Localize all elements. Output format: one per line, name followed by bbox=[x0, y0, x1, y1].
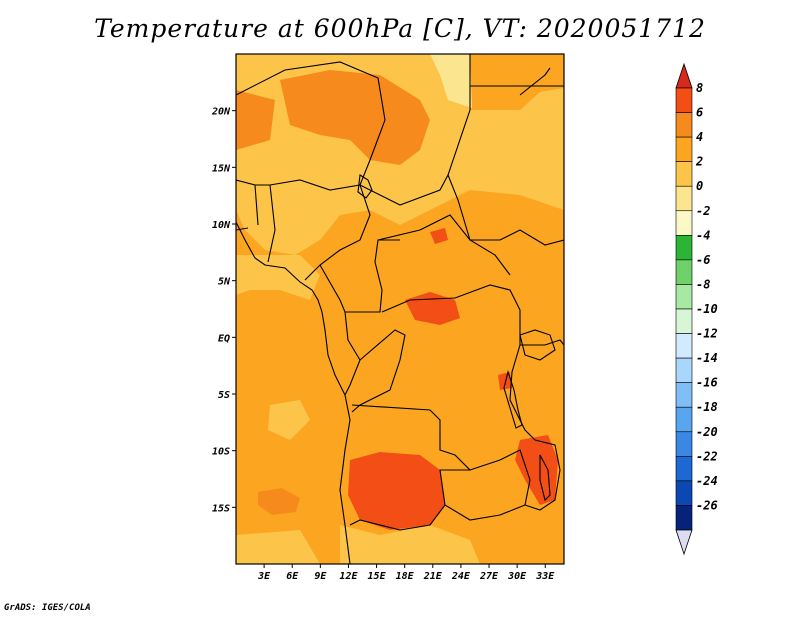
border-mozambique bbox=[524, 439, 561, 511]
map-frame bbox=[235, 53, 565, 565]
colorbar-level-label: -6 bbox=[696, 253, 710, 267]
field-cool-gulf bbox=[236, 255, 320, 300]
field-cool-southwest bbox=[236, 530, 320, 564]
lon-tick-label: 6E bbox=[286, 571, 299, 582]
longitude-axis: 3E 6E 9E 12E 15E 18E 21E 24E 27E 30E 33E bbox=[257, 564, 555, 582]
field-warm-sahara bbox=[280, 70, 430, 165]
colorbar-level-label: -22 bbox=[696, 449, 718, 463]
colorbar-swatch bbox=[675, 185, 693, 212]
lat-tick-label: EQ bbox=[218, 333, 230, 344]
field-cool-northwest bbox=[236, 90, 275, 150]
lat-tick-label: 15S bbox=[212, 503, 230, 514]
colorbar-swatch bbox=[675, 382, 693, 408]
border-nigeria bbox=[269, 179, 371, 281]
lat-tick-label: 5S bbox=[218, 390, 230, 401]
border-lake-malawi bbox=[539, 454, 551, 502]
field-warm-spot-2 bbox=[498, 372, 512, 390]
colorbar-level-label: -14 bbox=[696, 351, 718, 365]
coastline-west-africa bbox=[236, 221, 351, 564]
border-cameroon bbox=[319, 239, 400, 313]
colorbar-level-label: 0 bbox=[696, 179, 703, 193]
colorbar-swatch bbox=[675, 112, 693, 138]
border-angola bbox=[349, 404, 472, 531]
field-cool-south bbox=[340, 525, 480, 564]
field-coolest-top bbox=[430, 54, 472, 108]
colorbar-level-label: 4 bbox=[696, 130, 703, 144]
border-lake-victoria bbox=[519, 329, 556, 361]
field-warm-atlantic-sw bbox=[258, 488, 300, 515]
border-niger-chad bbox=[359, 54, 471, 206]
colorbar-swatch bbox=[675, 235, 693, 261]
temperature-field bbox=[236, 54, 564, 564]
border-chad-lake bbox=[357, 174, 373, 199]
colorbar-swatch bbox=[675, 210, 693, 236]
colorbar-swatch bbox=[675, 136, 693, 162]
colorbar-swatch bbox=[675, 308, 693, 334]
colorbar-bottom-arrow bbox=[675, 529, 693, 556]
colorbar-swatch bbox=[675, 357, 693, 383]
colorbar-level-label: 6 bbox=[696, 106, 703, 120]
colorbar-swatch bbox=[675, 480, 693, 506]
lon-tick-label: 21E bbox=[423, 571, 443, 582]
lat-tick-label: 15N bbox=[212, 163, 231, 174]
colorbar-level-label: -4 bbox=[696, 228, 710, 242]
lat-tick-label: 5N bbox=[218, 277, 231, 288]
colorbar-swatch bbox=[675, 333, 693, 359]
lon-tick-label: 12E bbox=[339, 571, 358, 582]
colorbar-swatch bbox=[675, 505, 693, 531]
lat-tick-label: 20N bbox=[211, 107, 231, 118]
border-car bbox=[377, 214, 511, 276]
colorbar-level-label: -12 bbox=[696, 327, 718, 341]
lon-tick-label: 30E bbox=[507, 571, 527, 582]
colorbar-level-label: 8 bbox=[696, 81, 703, 95]
chart-title: Temperature at 600hPa [C], VT: 202005171… bbox=[94, 14, 706, 43]
colorbar-swatch bbox=[675, 87, 693, 113]
border-zambia bbox=[444, 449, 531, 521]
lat-tick-label: 10S bbox=[212, 447, 230, 458]
lon-tick-label: 9E bbox=[314, 571, 327, 582]
lon-tick-label: 24E bbox=[451, 571, 471, 582]
colorbar-level-label: -24 bbox=[696, 474, 718, 488]
colorbar-swatch bbox=[675, 406, 693, 433]
colorbar-swatch bbox=[675, 259, 693, 285]
lon-tick-label: 33E bbox=[535, 571, 555, 582]
footer-credit: GrADS: IGES/COLA bbox=[4, 603, 91, 613]
border-drc-east bbox=[509, 310, 536, 441]
colorbar-swatch bbox=[675, 431, 693, 457]
field-warm-malawi bbox=[515, 435, 558, 505]
colorbar-level-label: -8 bbox=[696, 277, 710, 291]
border-mali-niger bbox=[236, 61, 386, 186]
field-cool-atlantic bbox=[268, 400, 310, 440]
colorbar-top-arrow bbox=[675, 62, 693, 89]
colorbar-level-label: -26 bbox=[696, 498, 718, 512]
colorbar-swatch bbox=[675, 456, 693, 482]
colorbar-swatch bbox=[675, 161, 693, 187]
latitude-axis: 20N 15N 10N 5N EQ 5S 10S 15S bbox=[211, 107, 236, 514]
field-warm-angola bbox=[348, 452, 445, 530]
colorbar-level-label: -2 bbox=[696, 204, 710, 218]
colorbar: 8 6 4 2 0 -2 -4 -6 -8 -10 -12 -14 -16 -18 -20 -22 -24 -26 bbox=[675, 62, 718, 556]
border-west-coast-states bbox=[236, 179, 276, 263]
lon-tick-label: 15E bbox=[368, 571, 387, 582]
border-drc-north bbox=[381, 284, 521, 313]
lat-tick-label: 10N bbox=[212, 220, 231, 231]
colorbar-level-label: -10 bbox=[696, 302, 718, 316]
lon-tick-label: 18E bbox=[396, 571, 415, 582]
colorbar-swatch bbox=[675, 284, 693, 310]
field-warm-spot-1 bbox=[430, 228, 448, 244]
lon-tick-label: 3E bbox=[257, 571, 271, 582]
field-warm-congo-north bbox=[405, 292, 460, 325]
map-borders bbox=[236, 54, 564, 564]
colorbar-level-label: 2 bbox=[695, 155, 703, 169]
border-sudan bbox=[447, 174, 564, 246]
colorbar-level-label: -20 bbox=[696, 425, 718, 439]
colorbar-level-label: -16 bbox=[696, 376, 718, 390]
colorbar-level-label: -18 bbox=[696, 400, 718, 414]
border-lake-tanganyika bbox=[503, 370, 523, 429]
border-nile-red bbox=[519, 67, 551, 96]
lon-tick-label: 27E bbox=[479, 571, 499, 582]
